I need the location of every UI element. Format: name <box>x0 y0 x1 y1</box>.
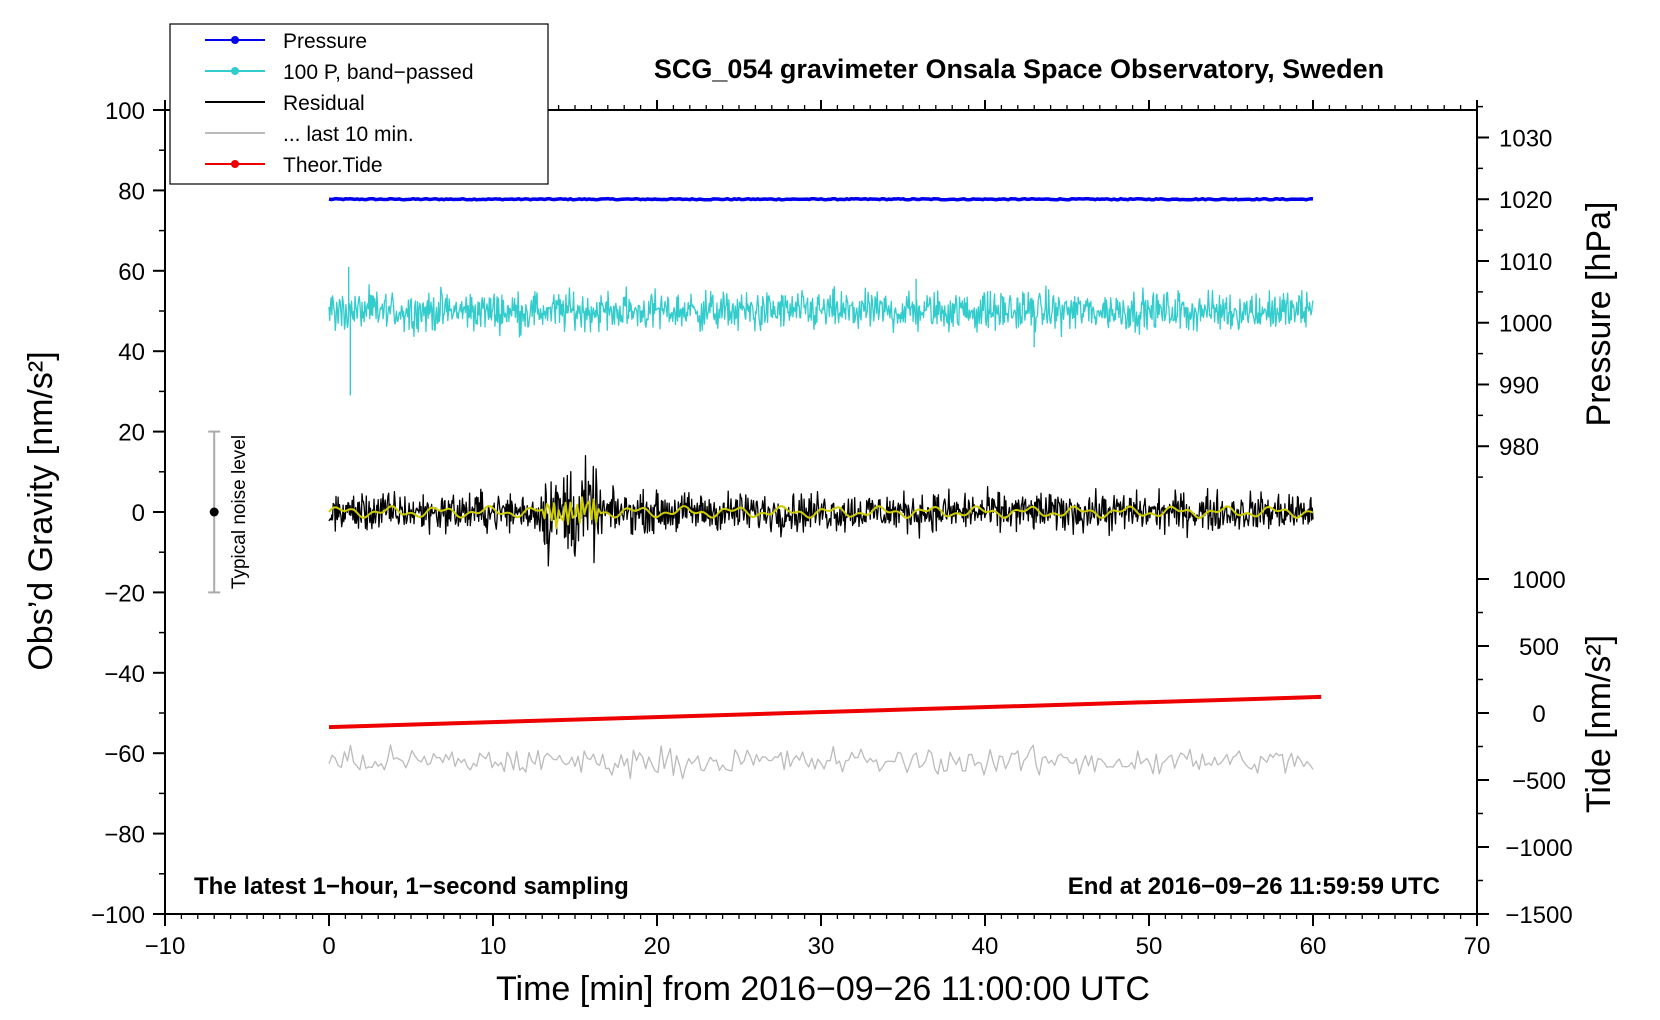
legend-label: Pressure <box>283 30 367 53</box>
pressure-tick-label: 1010 <box>1499 249 1552 276</box>
y-tick-label: 40 <box>118 339 145 366</box>
x-tick-label: 0 <box>322 933 335 960</box>
y-tick-label: −40 <box>104 661 145 688</box>
x-tick-label: 60 <box>1300 933 1327 960</box>
series-layer <box>328 196 1322 780</box>
tide-tick-label: 0 <box>1532 701 1545 728</box>
x-tick-label: 20 <box>644 933 671 960</box>
tide-tick-label: −1000 <box>1505 835 1572 862</box>
tide-tick-label: −1500 <box>1505 902 1572 929</box>
pressure-tick-label: 1020 <box>1499 187 1552 214</box>
y-axis-label-tide: Tide [nm/s²] <box>1580 635 1618 813</box>
legend-marker <box>231 67 239 75</box>
x-tick-label: 70 <box>1464 933 1491 960</box>
series--last-10-min <box>328 744 1314 780</box>
x-tick-label: 10 <box>480 933 507 960</box>
footer-end-time: End at 2016−09−26 11:59:59 UTC <box>1068 873 1440 900</box>
x-tick-label: 40 <box>972 933 999 960</box>
y-tick-label: 100 <box>105 98 145 125</box>
y-tick-label: −80 <box>104 822 145 849</box>
series-theor-tide <box>328 694 1322 730</box>
legend-box <box>169 23 549 185</box>
series-pressure <box>328 196 1314 202</box>
legend: Pressure 100 P, band−passed Residual ... la… <box>169 23 549 185</box>
legend-marker <box>231 36 239 44</box>
x-axis-label: Time [min] from 2016−09−26 11:00:00 UTC <box>496 970 1150 1008</box>
y-tick-label: −60 <box>104 741 145 768</box>
x-tick-label: 30 <box>808 933 835 960</box>
chart-title: SCG_054 gravimeter Onsala Space Observat… <box>654 54 1384 84</box>
pressure-tick-label: 1030 <box>1499 125 1552 152</box>
legend-label: ... last 10 min. <box>283 123 414 146</box>
y-tick-label: 80 <box>118 178 145 205</box>
legend-marker <box>231 160 239 168</box>
pressure-tick-label: 1000 <box>1499 311 1552 338</box>
noise-bar-label: Typical noise level <box>229 435 250 589</box>
series-100-p-band-passed <box>328 284 1314 338</box>
pressure-tick-label: 990 <box>1499 372 1539 399</box>
y-tick-label: 20 <box>118 420 145 447</box>
axes: −10 0 10 20 30 40 50 60 70−100−80−60−40−20020406… <box>91 98 1573 960</box>
y-axis-label-left: Obs’d Gravity [nm/s²] <box>22 351 60 670</box>
y-tick-label: −20 <box>104 580 145 607</box>
tide-tick-label: 500 <box>1519 634 1559 661</box>
footer-sampling-note: The latest 1−hour, 1−second sampling <box>194 873 629 900</box>
y-tick-label: 0 <box>132 500 145 527</box>
legend-label: 100 P, band−passed <box>283 61 474 84</box>
pressure-tick-label: 980 <box>1499 434 1539 461</box>
y-tick-label: 60 <box>118 259 145 286</box>
noise-bar: Typical noise level <box>208 430 250 594</box>
noise-bar-center-dot <box>209 507 219 517</box>
series-residual-smoothed <box>328 496 1314 530</box>
legend-label: Theor.Tide <box>283 154 383 177</box>
y-axis-label-pressure: Pressure [hPa] <box>1580 202 1618 427</box>
x-tick-label: −10 <box>145 933 186 960</box>
y-tick-label: −100 <box>91 902 145 929</box>
tide-tick-label: 1000 <box>1512 567 1565 594</box>
x-tick-label: 50 <box>1136 933 1163 960</box>
legend-label: Residual <box>283 92 365 115</box>
tide-tick-label: −500 <box>1512 768 1566 795</box>
